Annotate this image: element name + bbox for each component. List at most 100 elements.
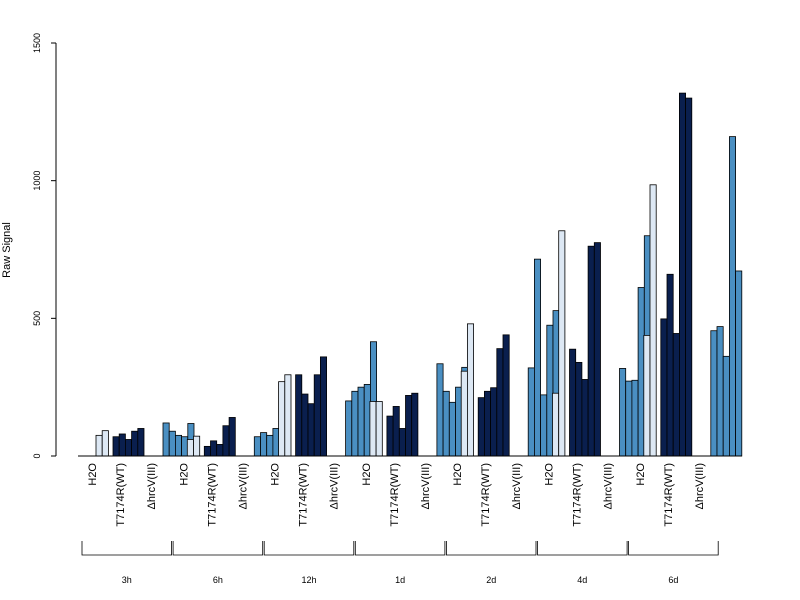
group-label: H2O <box>361 463 373 486</box>
bar <box>502 334 510 457</box>
y-axis: 0 500 1000 1500 <box>32 33 57 459</box>
bar <box>168 430 176 457</box>
bar <box>193 435 201 457</box>
time-label: 3h <box>122 575 132 585</box>
y-tick-label: 1000 <box>32 171 42 191</box>
group-label: T7174R(WT) <box>206 463 218 527</box>
bar <box>301 393 309 457</box>
time-brackets: 3h 6h 12h 1d 2d 4d 6d <box>81 541 719 585</box>
bar <box>685 97 693 457</box>
group-label: T7174R(WT) <box>663 463 675 527</box>
bar <box>729 136 737 457</box>
time-label: 4d <box>577 575 587 585</box>
time-bracket <box>537 541 628 556</box>
bar <box>386 415 394 457</box>
bar <box>228 417 236 457</box>
bar <box>619 368 627 457</box>
time-label: 12h <box>301 575 316 585</box>
group-label: T7174R(WT) <box>298 463 310 527</box>
group-label: T7174R(WT) <box>572 463 584 527</box>
y-axis-label: Raw Signal <box>1 222 13 278</box>
bar <box>490 387 498 457</box>
bar <box>735 270 743 457</box>
bar <box>307 403 315 457</box>
time-label: 6h <box>213 575 223 585</box>
bar <box>181 436 189 457</box>
bar <box>186 439 194 457</box>
bar <box>660 318 668 457</box>
bar <box>278 381 286 457</box>
group-label: H2O <box>544 463 556 486</box>
bar <box>672 333 680 457</box>
bar <box>131 430 139 457</box>
group-label: ΔhrcV(III) <box>146 463 158 509</box>
bar <box>203 445 211 457</box>
bar <box>631 379 639 457</box>
bar <box>351 390 359 457</box>
bar <box>162 422 170 457</box>
bar <box>357 386 365 457</box>
y-tick-label: 500 <box>32 311 42 326</box>
bar <box>722 355 730 457</box>
time-bracket <box>263 541 355 556</box>
bar <box>118 433 126 457</box>
bar <box>666 273 674 457</box>
bar <box>405 395 413 457</box>
time-bracket <box>354 541 446 556</box>
bar <box>398 428 406 457</box>
bar <box>95 434 103 457</box>
time-bracket <box>172 541 264 556</box>
bar <box>679 92 687 457</box>
bar <box>253 436 261 457</box>
bar <box>174 434 182 457</box>
bar <box>477 397 485 457</box>
bar <box>375 401 383 457</box>
bar <box>137 428 145 457</box>
bar <box>569 348 577 457</box>
bar <box>643 335 651 457</box>
bar <box>392 406 400 457</box>
bar <box>581 379 589 457</box>
y-tick-label: 0 <box>32 453 42 458</box>
bar <box>552 392 560 457</box>
bar <box>313 374 321 457</box>
bar <box>319 356 327 457</box>
bar <box>272 428 280 457</box>
bar <box>266 434 274 457</box>
bar <box>593 242 601 457</box>
bar <box>716 326 724 457</box>
bar <box>101 430 109 457</box>
time-label: 2d <box>486 575 496 585</box>
time-bracket <box>628 541 719 556</box>
bar <box>369 401 377 457</box>
group-label: ΔhrcV(III) <box>603 463 615 509</box>
bar <box>460 370 468 457</box>
time-label: 6d <box>668 575 678 585</box>
bar <box>466 323 474 457</box>
bar <box>710 330 718 457</box>
bar <box>496 348 504 457</box>
group-label: H2O <box>270 463 282 486</box>
group-label: ΔhrcV(III) <box>237 463 249 509</box>
bar <box>363 384 371 457</box>
group-label: H2O <box>87 463 99 486</box>
group-label: ΔhrcV(III) <box>420 463 432 509</box>
group-label: ΔhrcV(III) <box>329 463 341 509</box>
group-label: H2O <box>452 463 464 486</box>
bar <box>637 287 645 457</box>
bar <box>625 380 633 457</box>
bar <box>649 184 657 457</box>
bar <box>284 374 292 457</box>
bar <box>575 361 583 457</box>
bar <box>455 386 463 457</box>
group-label: H2O <box>178 463 190 486</box>
group-label: T7174R(WT) <box>389 463 401 527</box>
bar <box>483 390 491 457</box>
bar <box>125 439 133 457</box>
bar <box>540 394 548 457</box>
time-bracket <box>446 541 537 556</box>
time-label: 1d <box>395 575 405 585</box>
bar <box>534 258 542 457</box>
group-label: H2O <box>635 463 647 486</box>
group-labels: H2O T7174R(WT) ΔhrcV(III) H2O T7174R(WT) Δhrc… <box>87 463 706 527</box>
